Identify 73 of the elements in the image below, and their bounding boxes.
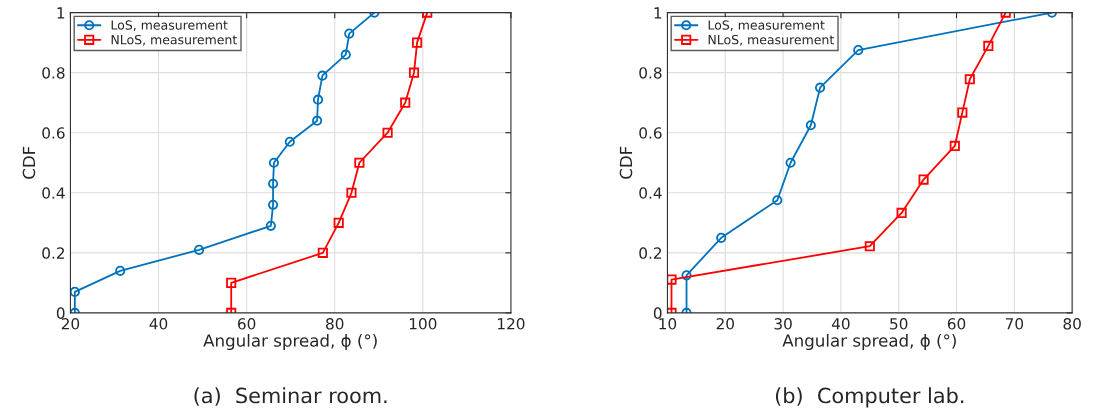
point (317, 247, 328, 258)
legend-label: NLoS, measurement (708, 34, 834, 46)
point (716, 232, 727, 243)
y-tick-label: 0.2 (639, 247, 662, 259)
point (344, 28, 355, 39)
point (267, 199, 279, 210)
x-tick-label: 80 (326, 318, 344, 330)
point (340, 49, 351, 60)
point (681, 270, 692, 281)
point (864, 241, 875, 252)
point (667, 274, 677, 285)
y-tick-label: 0.6 (42, 127, 65, 139)
point (354, 157, 365, 168)
x-tick-label: 40 (149, 318, 168, 330)
legend-label: NLoS, measurement (111, 34, 237, 46)
y-tick-label: 0.4 (42, 187, 65, 199)
point (918, 174, 929, 185)
x-tick-label: 100 (409, 318, 437, 330)
x-tick-label: 20 (61, 318, 80, 330)
y-tick-label: 1 (57, 7, 65, 19)
point (957, 107, 968, 118)
point (412, 37, 423, 48)
y-tick-label: 0 (56, 307, 65, 319)
point (115, 265, 126, 276)
x-tick-label: 70 (1005, 318, 1024, 330)
legend-label: LoS, measurement (708, 20, 825, 32)
point (333, 217, 344, 228)
y-tick-label: 1 (654, 7, 662, 19)
point (346, 187, 357, 198)
point (785, 157, 796, 168)
x-tick-label: 30 (774, 318, 792, 330)
point (896, 207, 907, 218)
x-tick-label: 10 (659, 318, 677, 330)
point (805, 120, 816, 131)
point (317, 70, 328, 81)
y-tick-label: 0.6 (639, 127, 662, 139)
y-axis-title: CDF (619, 146, 633, 179)
x-tick-label: 60 (237, 318, 256, 330)
point (815, 82, 826, 93)
x-tick-label: 50 (890, 318, 908, 330)
point (312, 94, 324, 105)
x-tick-label: 40 (831, 318, 850, 330)
point (408, 67, 420, 78)
x-axis-title: Angular spread, ϕ (°) (203, 333, 377, 351)
y-tick-label: 0.2 (42, 247, 65, 259)
x-axis-title: Angular spread, ϕ (°) (782, 333, 956, 351)
text: (b) Computer lab. (775, 387, 964, 408)
point (983, 40, 994, 52)
x-tick-label: 80 (1063, 318, 1081, 330)
y-tick-label: 0.8 (42, 67, 65, 79)
y-tick-label: 0 (653, 307, 662, 319)
point (265, 220, 276, 231)
x-tick-label: 20 (716, 318, 734, 330)
x-tick-label: 60 (947, 318, 966, 330)
point (949, 140, 960, 152)
point (312, 115, 323, 126)
legend-label: LoS, measurement (111, 20, 228, 32)
point (226, 277, 237, 288)
point (400, 97, 411, 108)
point (382, 127, 393, 138)
y-axis-title: CDF (22, 146, 36, 179)
point (70, 286, 80, 297)
x-tick-label: 120 (498, 318, 525, 330)
point (964, 74, 975, 85)
point (284, 136, 295, 147)
text: (a) Seminar room. (194, 387, 387, 406)
point (267, 178, 279, 189)
point (772, 195, 783, 206)
point (853, 45, 864, 56)
point (268, 157, 280, 168)
y-tick-label: 0.8 (639, 67, 662, 79)
point (193, 244, 205, 255)
y-tick-label: 0.4 (639, 187, 662, 199)
